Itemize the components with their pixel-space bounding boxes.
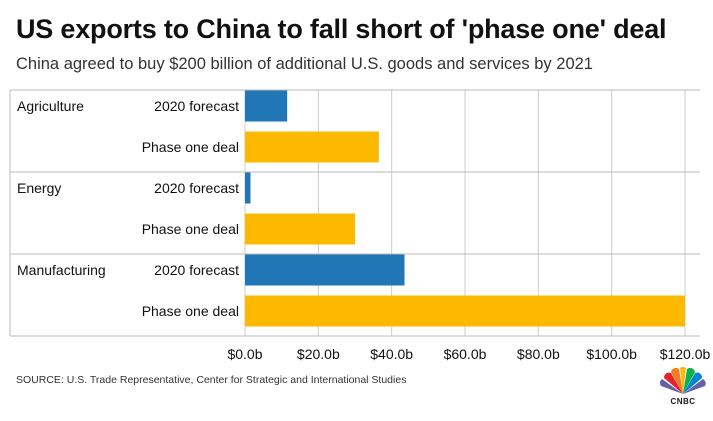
x-tick-label: $100.0b [586,346,637,362]
bar-category-label: 2020 forecast [154,262,239,278]
group-label: Energy [17,180,61,196]
bar [245,131,379,163]
x-tick-label: $80.0b [517,346,560,362]
x-tick-label: $60.0b [444,346,487,362]
bar-category-label: Phase one deal [142,221,239,237]
group-label: Manufacturing [17,262,106,278]
bar [245,213,355,245]
chart-subtitle: China agreed to buy $200 billion of addi… [16,55,593,73]
bar-category-label: 2020 forecast [154,98,239,114]
bar [245,295,685,327]
x-tick-label: $20.0b [297,346,340,362]
nbc-peacock-icon [660,367,706,394]
x-tick-label: $0.0b [227,346,262,362]
bar [245,172,251,204]
x-tick-label: $40.0b [370,346,413,362]
chart-title: US exports to China to fall short of 'ph… [16,14,667,44]
cnbc-logo-text: CNBC [670,397,696,406]
bar-category-label: Phase one deal [142,139,239,155]
bar [245,254,405,286]
bar-category-label: Phase one deal [142,303,239,319]
source-note: SOURCE: U.S. Trade Representative, Cente… [16,374,407,386]
bar-category-label: 2020 forecast [154,180,239,196]
x-tick-label: $120.0b [660,346,711,362]
bar [245,90,288,122]
group-label: Agriculture [17,98,84,114]
